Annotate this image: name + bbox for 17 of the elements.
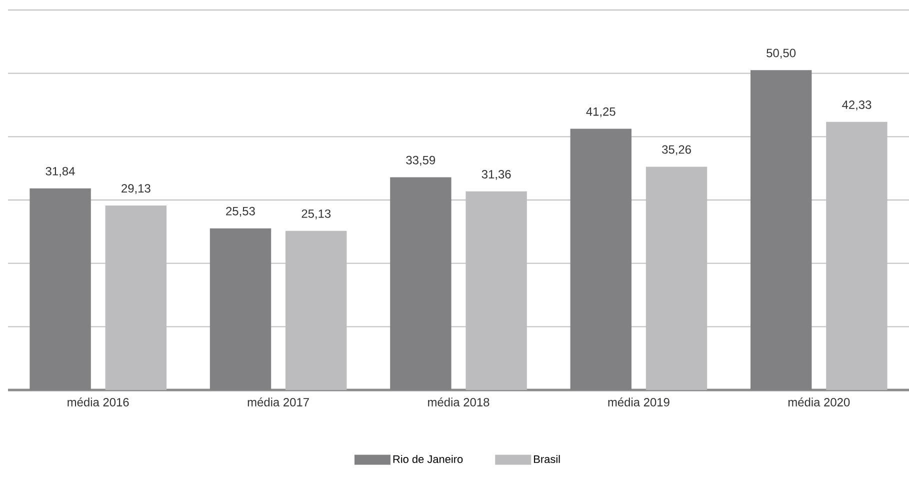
data-label: 25,53 (226, 206, 255, 217)
data-label: 35,26 (662, 145, 691, 156)
data-label: 29,13 (122, 184, 150, 194)
data-label: 50,50 (766, 48, 796, 59)
x-tick-label: média 2018 (428, 398, 490, 406)
legend-label: Rio de Janeiro (393, 454, 463, 464)
data-label: 31,84 (46, 166, 75, 177)
x-tick-label: média 2016 (68, 398, 129, 406)
data-label: 25,13 (302, 209, 331, 220)
x-tick-label: média 2017 (248, 398, 309, 406)
data-label: 31,36 (482, 170, 511, 180)
x-tick-label: média 2020 (788, 398, 850, 406)
data-label: 42,33 (842, 100, 872, 110)
data-label: 41,25 (586, 107, 616, 118)
x-tick-label: média 2019 (608, 398, 670, 406)
data-label: 33,59 (406, 156, 436, 166)
legend-label: Brasil (534, 454, 560, 464)
